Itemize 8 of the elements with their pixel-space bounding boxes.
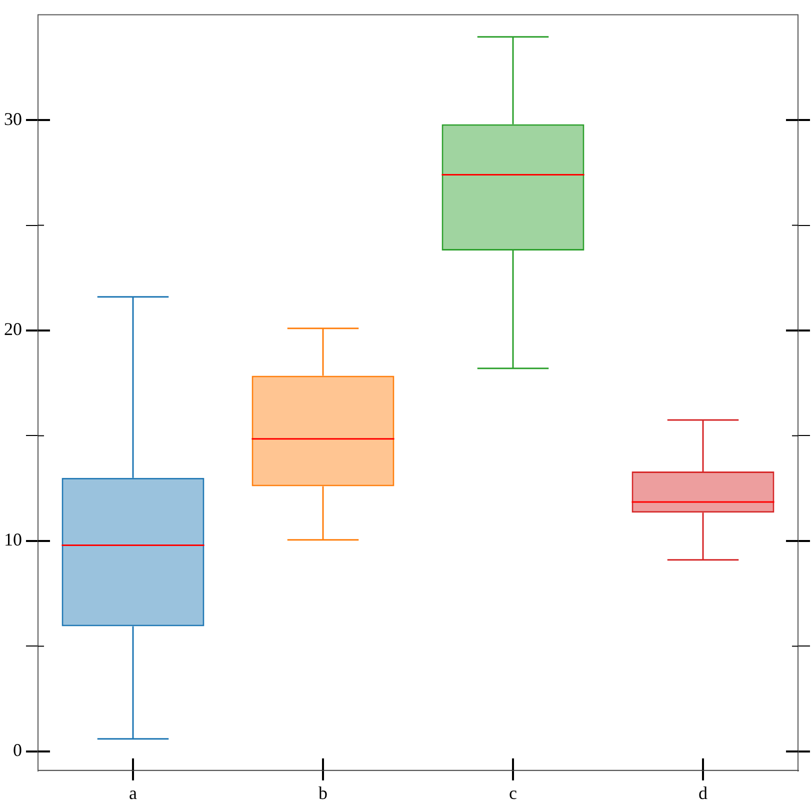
x-tick-label: c <box>509 782 517 803</box>
x-tick-label: d <box>698 782 708 803</box>
y-tick-label: 20 <box>4 319 22 340</box>
x-tick-label: b <box>318 782 328 803</box>
y-tick-label: 10 <box>4 530 22 550</box>
x-tick-label: a <box>129 782 137 803</box>
y-tick-label: 30 <box>4 108 22 129</box>
y-tick-label: 0 <box>13 740 22 760</box>
